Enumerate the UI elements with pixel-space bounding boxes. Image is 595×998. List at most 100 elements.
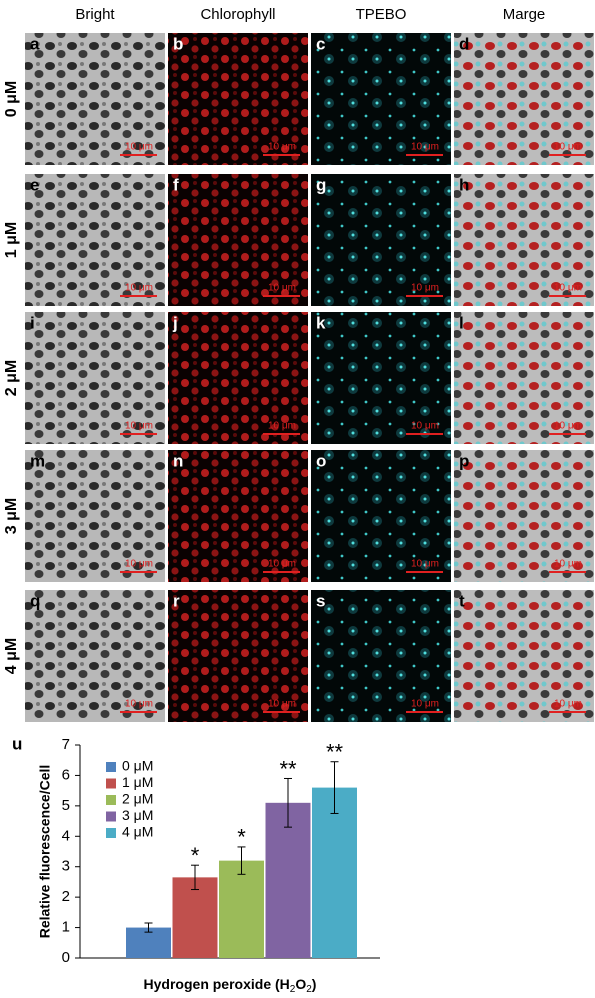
panel-letter: l (459, 313, 464, 332)
panel-letter: k (316, 313, 326, 332)
micrograph (454, 590, 594, 722)
micrograph (168, 450, 308, 582)
panel-letter: n (173, 451, 183, 470)
error-bar (237, 846, 246, 875)
scale-bar-label: 10 μm (554, 559, 582, 570)
legend-label: 3 μM (122, 807, 153, 823)
micrograph (168, 33, 308, 165)
micrograph (311, 33, 451, 165)
column-header: Marge (503, 6, 546, 23)
scale-bar-label: 10 μm (411, 142, 439, 153)
panel-letter: t (459, 591, 465, 610)
column-header: TPEBO (356, 6, 407, 23)
bar (219, 860, 264, 958)
row-label: 2 μM (3, 360, 20, 396)
micrograph (25, 312, 165, 444)
y-tick-label: 6 (62, 766, 70, 783)
bar (172, 877, 218, 958)
scale-bar-label: 10 μm (125, 559, 153, 570)
micrograph (454, 174, 594, 306)
y-tick-label: 3 (62, 858, 70, 875)
micrograph (311, 590, 451, 722)
scale-bar-label: 10 μm (268, 283, 296, 294)
legend-swatch (106, 778, 116, 789)
micrograph (168, 174, 308, 306)
bar (126, 927, 171, 958)
micrograph (25, 450, 165, 582)
panel-letter: d (459, 34, 469, 53)
legend-label: 1 μM (122, 774, 153, 790)
legend-label: 0 μM (122, 758, 153, 774)
bar (265, 802, 311, 958)
scale-bar-label: 10 μm (125, 699, 153, 710)
scale-bar-label: 10 μm (125, 283, 153, 294)
scale-bar-label: 10 μm (268, 699, 296, 710)
panel-letter: g (316, 175, 326, 194)
x-axis-title-part: Hydrogen peroxide (H (144, 976, 290, 992)
y-tick-label: 2 (62, 888, 70, 905)
micrograph (311, 312, 451, 444)
panel-letter: b (173, 34, 183, 53)
x-axis-title-part: 2 (306, 984, 312, 995)
micrograph (25, 174, 165, 306)
error-bar (284, 777, 292, 828)
legend-label: 2 μM (122, 791, 153, 807)
y-tick-label: 7 (62, 736, 70, 753)
panel-letter: p (459, 451, 469, 470)
error-bar (191, 864, 199, 891)
x-axis-title-part: ) (312, 976, 317, 992)
scale-bar-label: 10 μm (554, 421, 582, 432)
x-axis-title-part: O (295, 976, 306, 992)
micrograph (454, 312, 594, 444)
row-label: 3 μM (3, 498, 20, 534)
scale-bar-label: 10 μm (268, 421, 296, 432)
micrograph (454, 450, 594, 582)
row-label: 1 μM (3, 222, 20, 258)
micrograph (311, 450, 451, 582)
column-header: Chlorophyll (200, 6, 275, 23)
panel-letter: o (316, 451, 326, 470)
legend-swatch (106, 795, 116, 805)
panel-letter: h (459, 175, 469, 194)
y-tick-label: 0 (62, 949, 70, 966)
column-header: Bright (75, 6, 115, 23)
panel-letter: c (316, 34, 325, 53)
panel-letter: j (172, 313, 178, 332)
micrograph (311, 174, 451, 306)
x-axis-title: Hydrogen peroxide (H2O2) (144, 976, 317, 995)
micrograph (168, 312, 308, 444)
panel-letter: f (173, 175, 179, 194)
micrograph (168, 590, 308, 722)
legend-swatch (106, 828, 116, 838)
micrograph (454, 33, 594, 165)
significance: ** (279, 756, 297, 781)
scale-bar-label: 10 μm (125, 142, 153, 153)
bar (312, 787, 357, 958)
row-label: 4 μM (3, 638, 20, 674)
error-bar (330, 761, 339, 814)
y-axis-title: Relative fluorescence/Cell (37, 765, 53, 939)
significance: * (191, 843, 200, 868)
panel-letter: e (30, 175, 39, 194)
panel-letter: u (12, 734, 22, 753)
scale-bar-label: 10 μm (554, 699, 582, 710)
legend-label: 4 μM (122, 824, 153, 840)
panel-letter: r (173, 591, 180, 610)
scale-bar-label: 10 μm (268, 142, 296, 153)
y-tick-label: 4 (62, 827, 70, 844)
panel-letter: i (30, 313, 35, 332)
scale-bar-label: 10 μm (411, 559, 439, 570)
legend-swatch (106, 811, 116, 822)
scale-bar-label: 10 μm (411, 421, 439, 432)
panel-letter: q (30, 591, 40, 610)
error-bar (144, 922, 153, 933)
scale-bar-label: 10 μm (554, 283, 582, 294)
scale-bar-label: 10 μm (411, 699, 439, 710)
significance: * (237, 825, 246, 850)
panel-letter: m (30, 451, 45, 470)
panel-letter: a (30, 34, 40, 53)
y-tick-label: 1 (62, 919, 70, 936)
micrograph (25, 590, 165, 722)
row-label: 0 μM (3, 81, 20, 117)
